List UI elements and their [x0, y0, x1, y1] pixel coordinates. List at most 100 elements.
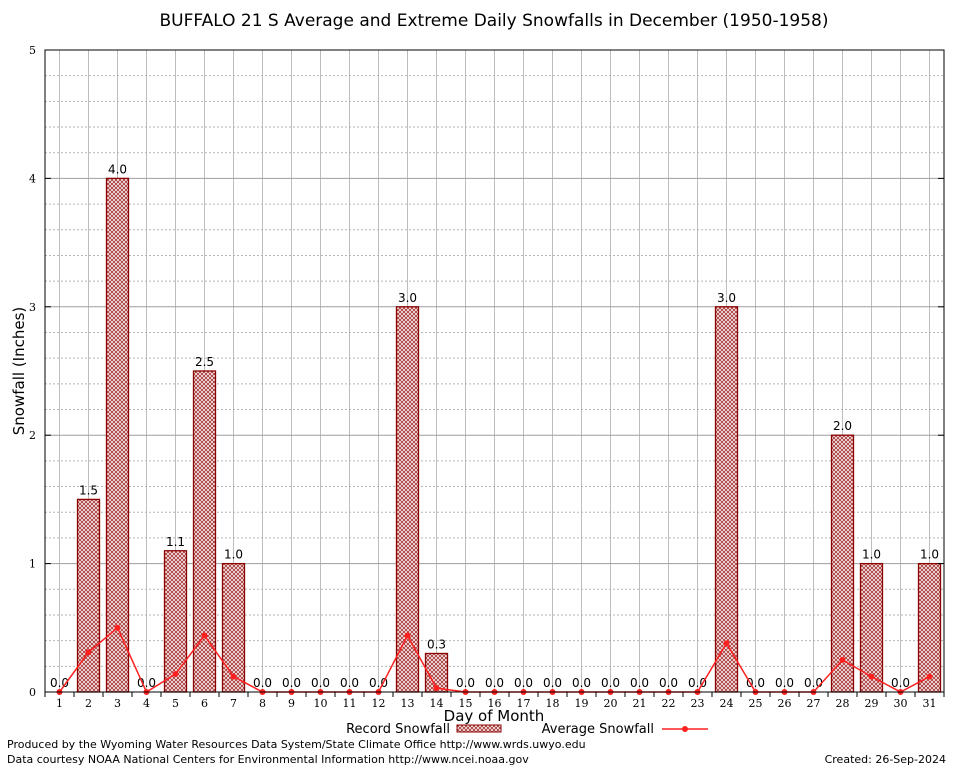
average-point [114, 624, 121, 631]
legend-record-label: Record Snowfall [346, 722, 450, 737]
x-tick-label: 19 [575, 697, 589, 710]
y-tick-label: 2 [29, 429, 36, 442]
average-point [201, 632, 208, 639]
bar-value-label: 0.0 [891, 676, 910, 690]
y-tick-label: 1 [29, 558, 36, 571]
x-tick-label: 16 [488, 697, 502, 710]
bar-value-label: 2.0 [833, 419, 852, 433]
bar-value-label: 0.0 [137, 676, 156, 690]
bar-day-24 [714, 306, 739, 693]
average-point [723, 640, 730, 647]
bar-day-31 [917, 562, 942, 693]
bar-value-label: 1.0 [920, 548, 939, 562]
bar-value-label: 3.0 [398, 291, 417, 305]
x-tick-label: 6 [201, 697, 208, 710]
legend-average-label: Average Snowfall [542, 722, 654, 737]
bar-day-3 [105, 177, 130, 693]
average-point [172, 671, 179, 678]
x-tick-label: 3 [114, 697, 121, 710]
y-tick-label: 0 [29, 686, 36, 699]
footer-produced-by: Produced by the Wyoming Water Resources … [7, 738, 586, 751]
bar-day-28 [830, 434, 855, 693]
bar-value-label: 0.0 [659, 676, 678, 690]
average-point [868, 673, 875, 680]
chart-title: BUFFALO 21 S Average and Extreme Daily S… [160, 11, 829, 31]
x-tick-label: 23 [691, 697, 705, 710]
x-tick-label: 2 [85, 697, 92, 710]
x-tick-label: 17 [517, 697, 531, 710]
x-tick-label: 7 [230, 697, 237, 710]
footer-data-courtesy: Data courtesy NOAA National Centers for … [7, 753, 529, 766]
bar-value-label: 1.1 [166, 535, 185, 549]
x-tick-label: 25 [749, 697, 763, 710]
x-tick-label: 4 [143, 697, 150, 710]
bar-value-label: 3.0 [717, 291, 736, 305]
x-axis-label: Day of Month [444, 707, 545, 725]
x-tick-label: 28 [836, 697, 850, 710]
bar-value-label: 1.0 [224, 548, 243, 562]
bar-day-6 [192, 370, 217, 693]
bar-value-label: 0.0 [746, 676, 765, 690]
y-axis-label: Snowfall (Inches) [10, 307, 28, 435]
x-tick-label: 22 [662, 697, 676, 710]
bar-value-label: 0.3 [427, 637, 446, 651]
bar-labels: 0.0 1.5 4.0 0.0 1.1 2.5 1.0 0.0 0.0 0.0 0.0 0.0 3.0 0… [50, 162, 939, 690]
plot-frame [44, 49, 945, 693]
bar-day-5 [163, 550, 188, 693]
x-tick-label: 24 [720, 697, 734, 710]
average-point [926, 673, 933, 680]
bar-value-label: 0.0 [514, 676, 533, 690]
bar-value-label: 0.0 [485, 676, 504, 690]
x-tick-label: 27 [807, 697, 821, 710]
legend-average-marker [682, 726, 688, 732]
x-tick-label: 12 [372, 697, 386, 710]
bar-value-label: 1.5 [79, 483, 98, 497]
bar-value-label: 0.0 [456, 676, 475, 690]
x-tick-label: 30 [894, 697, 908, 710]
average-point [85, 649, 92, 656]
bar-value-label: 0.0 [804, 676, 823, 690]
x-tick-label: 11 [343, 697, 357, 710]
bar-value-label: 0.0 [688, 676, 707, 690]
x-tick-label: 29 [865, 697, 879, 710]
x-tick-label: 8 [259, 697, 266, 710]
x-tick-label: 31 [923, 697, 937, 710]
bar-value-label: 0.0 [340, 676, 359, 690]
bar-value-label: 0.0 [601, 676, 620, 690]
average-point [404, 632, 411, 639]
bar-value-label: 0.0 [253, 676, 272, 690]
x-tick-label: 21 [633, 697, 647, 710]
x-tick-label: 10 [314, 697, 328, 710]
snowfall-chart: BUFFALO 21 S Average and Extreme Daily S… [10, 11, 945, 737]
bar-value-label: 0.0 [282, 676, 301, 690]
bar-value-label: 0.0 [311, 676, 330, 690]
bar-day-7 [221, 562, 246, 693]
x-tick-label: 15 [459, 697, 473, 710]
bar-value-label: 0.0 [369, 676, 388, 690]
y-tick-labels: 0 1 2 3 4 5 [29, 44, 36, 699]
bars [76, 177, 942, 693]
legend-record-swatch [456, 724, 502, 733]
ticks [44, 49, 945, 697]
bar-value-label: 0.0 [543, 676, 562, 690]
legend: Record Snowfall Average Snowfall [346, 722, 708, 737]
x-tick-label: 20 [604, 697, 618, 710]
average-point [230, 673, 237, 680]
x-tick-label: 5 [172, 697, 179, 710]
bar-value-label: 0.0 [572, 676, 591, 690]
bar-value-label: 0.0 [630, 676, 649, 690]
bar-value-label: 0.0 [775, 676, 794, 690]
y-tick-label: 5 [29, 44, 36, 57]
x-tick-label: 14 [430, 697, 444, 710]
bar-value-label: 4.0 [108, 162, 127, 176]
average-point [433, 685, 440, 692]
x-tick-label: 18 [546, 697, 560, 710]
y-tick-label: 4 [29, 172, 36, 185]
x-tick-label: 26 [778, 697, 792, 710]
x-tick-label: 1 [56, 697, 63, 710]
y-tick-label: 3 [29, 301, 36, 314]
x-tick-label: 9 [288, 697, 295, 710]
bar-value-label: 2.5 [195, 355, 214, 369]
bar-value-label: 1.0 [862, 548, 881, 562]
x-tick-label: 13 [401, 697, 415, 710]
